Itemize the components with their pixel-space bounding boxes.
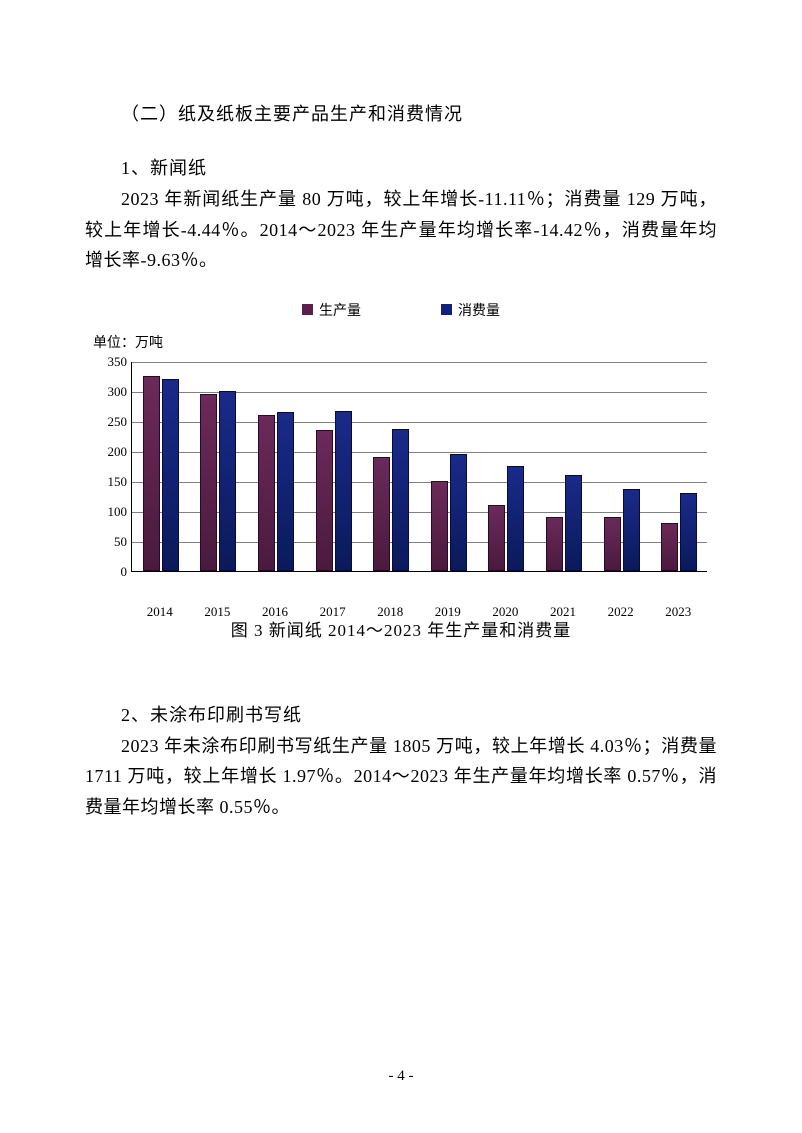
chart-bar-consumption [507, 466, 524, 571]
chart-container: 生产量 消费量 单位：万吨 0 50 100 150 200 250 300 350 2014 2… [85, 300, 717, 641]
chart-x-tick: 2021 [550, 598, 576, 620]
chart-bar-production [143, 376, 160, 571]
chart-bar-consumption [392, 429, 409, 571]
legend-swatch-production [302, 304, 313, 315]
chart-y-tick: 300 [93, 384, 127, 400]
chart-gridline [132, 482, 707, 483]
chart-gridline [132, 512, 707, 513]
legend-swatch-consumption [441, 304, 452, 315]
chart-gridline [132, 542, 707, 543]
chart-bar-consumption [680, 493, 697, 570]
chart-bar-consumption [162, 379, 179, 571]
chart-unit-label: 单位：万吨 [93, 332, 717, 352]
chart-bar-production [373, 457, 390, 571]
chart-bar-production [488, 505, 505, 571]
chart-y-tick: 250 [93, 414, 127, 430]
item1-title: 1、新闻纸 [85, 154, 717, 180]
chart-y-tick: 100 [93, 504, 127, 520]
chart-bar-production [604, 517, 621, 571]
item2-paragraph: 2023 年未涂布印刷书写纸生产量 1805 万吨，较上年增长 4.03％；消费… [85, 731, 717, 823]
chart-gridline [132, 452, 707, 453]
chart-bar-production [316, 430, 333, 571]
chart-bar-consumption [623, 489, 640, 571]
chart-bar-consumption [450, 454, 467, 571]
legend-consumption: 消费量 [441, 300, 500, 320]
chart-bar-production [546, 517, 563, 571]
chart-x-tick: 2019 [435, 598, 461, 620]
chart-gridline [132, 392, 707, 393]
document-page: （二）纸及纸板主要产品生产和消费情况 1、新闻纸 2023 年新闻纸生产量 80… [0, 0, 802, 883]
chart-bar-production [431, 481, 448, 571]
chart-y-tick: 150 [93, 474, 127, 490]
chart-x-tick: 2014 [147, 598, 173, 620]
chart-y-tick: 50 [93, 534, 127, 550]
chart-plot [131, 362, 707, 572]
item2-title: 2、未涂布印刷书写纸 [85, 701, 717, 727]
item1-paragraph: 2023 年新闻纸生产量 80 万吨，较上年增长-11.11％；消费量 129 … [85, 184, 717, 276]
chart-y-tick: 350 [93, 354, 127, 370]
chart-bar-production [200, 394, 217, 571]
chart-bar-production [661, 523, 678, 571]
page-number: - 4 - [0, 1068, 802, 1085]
chart-y-tick: 0 [93, 564, 127, 580]
chart-x-tick: 2018 [377, 598, 403, 620]
chart-x-tick: 2017 [320, 598, 346, 620]
chart-area: 0501001502002503003502014201520162017201… [93, 358, 713, 598]
chart-x-tick: 2015 [204, 598, 230, 620]
chart-bar-consumption [335, 411, 352, 571]
legend-production: 生产量 [302, 300, 361, 320]
chart-x-tick: 2016 [262, 598, 288, 620]
chart-legend: 生产量 消费量 [85, 300, 717, 320]
legend-label-production: 生产量 [319, 300, 361, 320]
chart-x-tick: 2020 [492, 598, 518, 620]
chart-bar-consumption [277, 412, 294, 571]
chart-bar-consumption [565, 475, 582, 571]
chart-gridline [132, 362, 707, 363]
chart-y-tick: 200 [93, 444, 127, 460]
chart-bar-production [258, 415, 275, 571]
legend-label-consumption: 消费量 [458, 300, 500, 320]
chart-gridline [132, 422, 707, 423]
section-heading: （二）纸及纸板主要产品生产和消费情况 [85, 100, 717, 126]
chart-x-tick: 2023 [665, 598, 691, 620]
chart-x-tick: 2022 [608, 598, 634, 620]
chart-bar-consumption [219, 391, 236, 571]
